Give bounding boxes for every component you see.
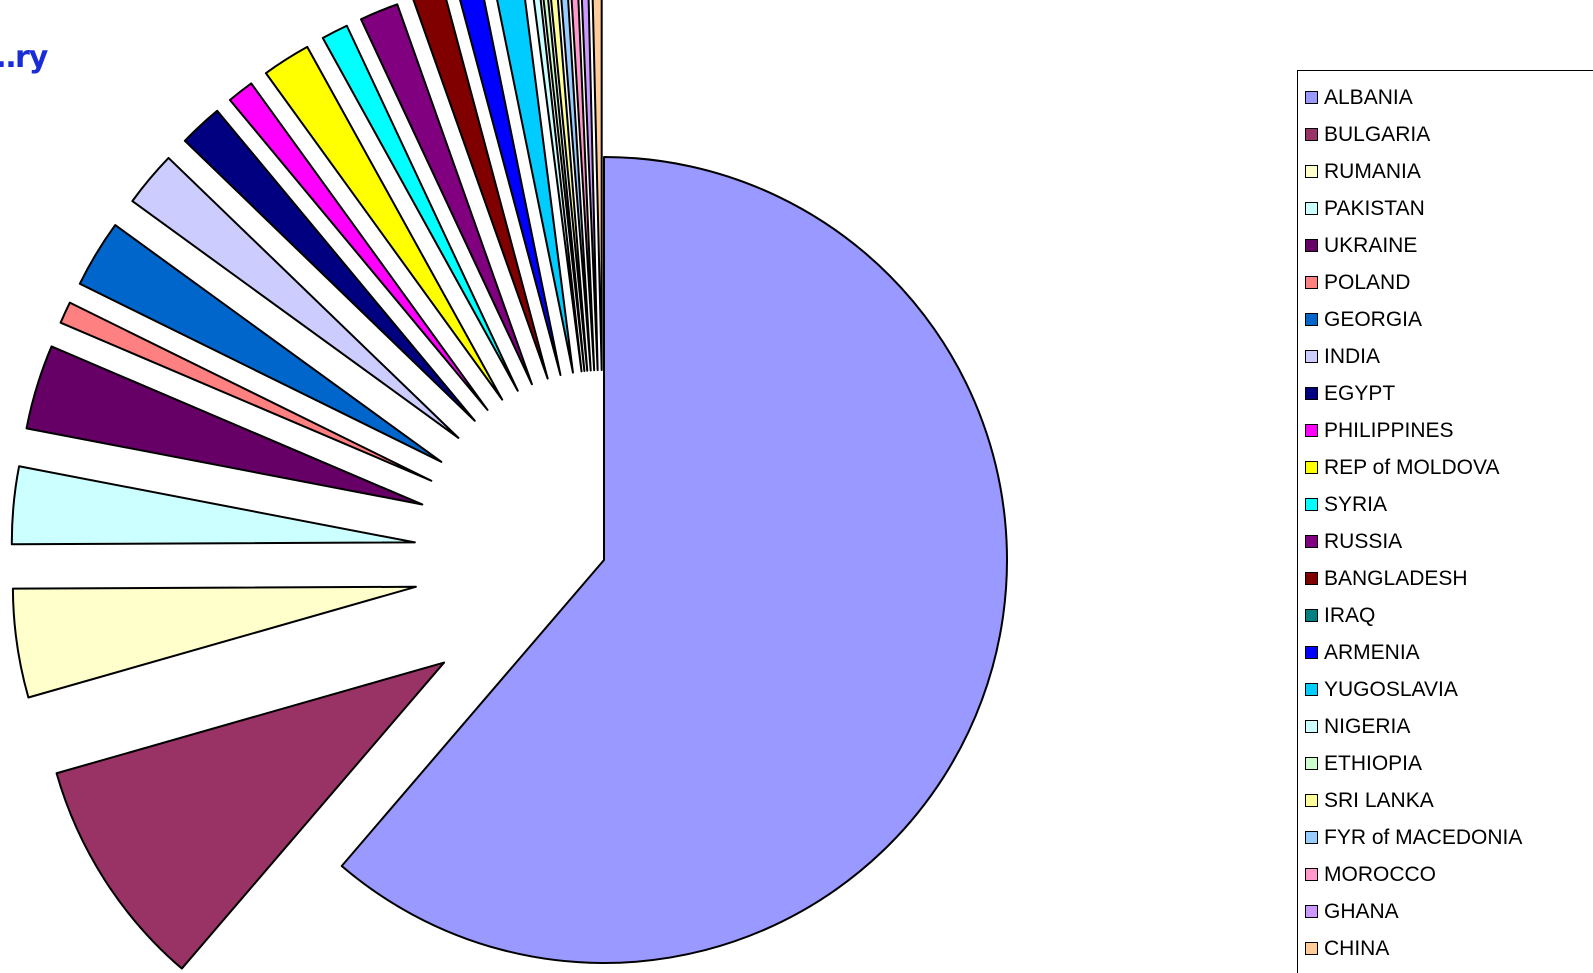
legend-swatch	[1305, 535, 1318, 548]
legend-item-georgia: GEORGIA	[1305, 301, 1593, 338]
legend-label: SYRIA	[1324, 492, 1388, 516]
pie-slice-nigeria	[532, 0, 583, 373]
pie-slice-bulgaria	[55, 661, 446, 970]
legend-label: GHANA	[1324, 899, 1399, 923]
pie-slice-rumania	[11, 585, 417, 699]
legend-item-ethiopia: ETHIOPIA	[1305, 745, 1593, 782]
legend-swatch	[1305, 461, 1318, 474]
legend-swatch	[1305, 128, 1318, 141]
legend-swatch	[1305, 831, 1318, 844]
legend-swatch	[1305, 683, 1318, 696]
legend-swatch	[1305, 387, 1318, 400]
legend-swatch	[1305, 720, 1318, 733]
legend-label: UKRAINE	[1324, 233, 1418, 257]
legend-label: POLAND	[1324, 270, 1411, 294]
legend-label: PAKISTAN	[1324, 196, 1425, 220]
legend-item-fyr-of-macedonia: FYR of MACEDONIA	[1305, 819, 1593, 856]
legend-label: FYR of MACEDONIA	[1324, 825, 1523, 849]
legend-label: EGYPT	[1324, 381, 1396, 405]
legend-label: SRI LANKA	[1324, 788, 1434, 812]
legend-item-morocco: MOROCCO	[1305, 856, 1593, 893]
legend-label: REP of MOLDOVA	[1324, 455, 1500, 479]
legend-swatch	[1305, 350, 1318, 363]
pie-slice-sri-lanka	[550, 0, 589, 372]
pie-slice-ukraine	[25, 345, 424, 506]
pie-slice-albania	[340, 156, 1008, 964]
legend-label: GEORGIA	[1324, 307, 1423, 331]
legend-item-albania: ALBANIA	[1305, 79, 1593, 116]
legend-swatch	[1305, 646, 1318, 659]
legend-item-poland: POLAND	[1305, 264, 1593, 301]
pie-slice-bangladesh	[412, 0, 549, 380]
legend-label: YUGOSLAVIA	[1324, 677, 1458, 701]
pie-slice-fyr-of-macedonia	[560, 0, 592, 372]
legend-label: IRAQ	[1324, 603, 1376, 627]
pie-slice-egypt	[183, 109, 476, 422]
pie-slice-syria	[321, 24, 519, 392]
legend-label: NIGERIA	[1324, 714, 1411, 738]
legend-swatch	[1305, 424, 1318, 437]
legend-label: BULGARIA	[1324, 122, 1431, 146]
pie-slice-china	[591, 0, 603, 372]
legend-label: RUSSIA	[1324, 529, 1403, 553]
pie-slice-russia	[359, 3, 533, 386]
legend-swatch	[1305, 239, 1318, 252]
legend-label: PHILIPPINES	[1324, 418, 1454, 442]
legend-label: ALBANIA	[1324, 85, 1413, 109]
legend-swatch	[1305, 165, 1318, 178]
pie-chart	[10, 0, 1008, 970]
legend-label: INDIA	[1324, 344, 1381, 368]
legend-swatch	[1305, 942, 1318, 955]
legend-item-syria: SYRIA	[1305, 486, 1593, 523]
pie-slice-poland	[59, 301, 433, 482]
pie-slice-ghana	[580, 0, 599, 372]
chart-title: …ry	[0, 40, 48, 75]
pie-slice-yugoslavia	[496, 0, 574, 374]
legend-item-russia: RUSSIA	[1305, 523, 1593, 560]
legend-swatch	[1305, 276, 1318, 289]
legend-label: BANGLADESH	[1324, 566, 1468, 590]
pie-slice-georgia	[78, 224, 443, 463]
pie-slice-morocco	[570, 0, 596, 372]
pie-slice-armenia	[459, 0, 562, 377]
legend-swatch	[1305, 202, 1318, 215]
pie-slice-philippines	[228, 82, 489, 411]
legend-item-ghana: GHANA	[1305, 893, 1593, 930]
legend-swatch	[1305, 609, 1318, 622]
legend-item-nigeria: NIGERIA	[1305, 708, 1593, 745]
legend-item-bulgaria: BULGARIA	[1305, 116, 1593, 153]
pie-slice-india	[131, 156, 460, 439]
legend-label: ETHIOPIA	[1324, 751, 1423, 775]
chart-legend: ALBANIA BULGARIA RUMANIA PAKISTAN UKRAINE POL…	[1297, 70, 1593, 973]
pie-slice-rep-of-moldova	[264, 45, 504, 401]
pie-slice-ethiopia	[542, 0, 586, 373]
legend-swatch	[1305, 498, 1318, 511]
legend-item-china: CHINA	[1305, 930, 1593, 967]
legend-item-philippines: PHILIPPINES	[1305, 412, 1593, 449]
legend-item-india: INDIA	[1305, 338, 1593, 375]
legend-item-yugoslavia: YUGOSLAVIA	[1305, 671, 1593, 708]
legend-item-rep-of-moldova: REP of MOLDOVA	[1305, 449, 1593, 486]
legend-item-pakistan: PAKISTAN	[1305, 190, 1593, 227]
legend-swatch	[1305, 757, 1318, 770]
legend-swatch	[1305, 313, 1318, 326]
legend-swatch	[1305, 794, 1318, 807]
legend-item-armenia: ARMENIA	[1305, 634, 1593, 671]
legend-label: ARMENIA	[1324, 640, 1420, 664]
legend-swatch	[1305, 868, 1318, 881]
pie-slice-pakistan	[10, 465, 416, 546]
legend-item-bangladesh: BANGLADESH	[1305, 560, 1593, 597]
legend-label: CHINA	[1324, 936, 1390, 960]
legend-swatch	[1305, 572, 1318, 585]
legend-item-iraq: IRAQ	[1305, 597, 1593, 634]
legend-swatch	[1305, 905, 1318, 918]
legend-item-ukraine: UKRAINE	[1305, 227, 1593, 264]
legend-label: MOROCCO	[1324, 862, 1436, 886]
legend-label: RUMANIA	[1324, 159, 1421, 183]
legend-swatch	[1305, 91, 1318, 104]
legend-item-sri-lanka: SRI LANKA	[1305, 782, 1593, 819]
legend-item-egypt: EGYPT	[1305, 375, 1593, 412]
legend-item-rumania: RUMANIA	[1305, 153, 1593, 190]
